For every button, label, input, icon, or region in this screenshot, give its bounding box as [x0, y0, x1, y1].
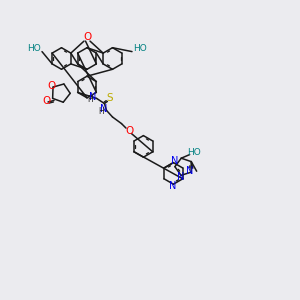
- Text: O: O: [47, 81, 56, 92]
- Text: S: S: [106, 93, 113, 103]
- Text: N: N: [171, 156, 178, 166]
- Text: N: N: [89, 92, 97, 102]
- Text: O: O: [83, 32, 91, 43]
- Text: H: H: [98, 106, 104, 116]
- Text: N: N: [100, 103, 107, 114]
- Text: O: O: [42, 95, 51, 106]
- Text: N: N: [169, 181, 176, 191]
- Text: O: O: [125, 125, 133, 136]
- Text: H: H: [88, 94, 94, 103]
- Text: HO: HO: [133, 44, 146, 53]
- Text: HO: HO: [187, 148, 201, 157]
- Text: N: N: [186, 166, 194, 176]
- Text: HO: HO: [28, 44, 41, 53]
- Text: N: N: [177, 172, 184, 182]
